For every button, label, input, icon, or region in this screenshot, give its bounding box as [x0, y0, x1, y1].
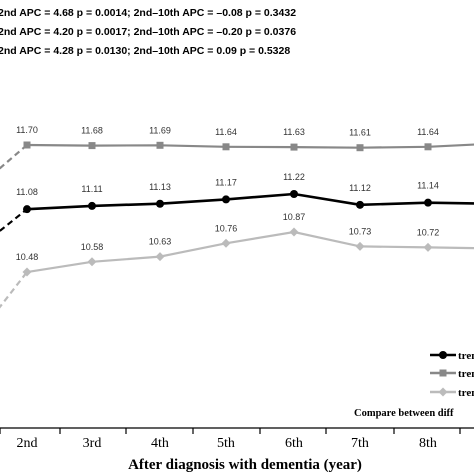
- series-2: 10.48 10.58 10.63 10.76 10.87 10.73 10.72: [0, 212, 474, 309]
- series-0-data-label: 11.70: [16, 125, 38, 135]
- legend-entry: tren: [430, 350, 474, 362]
- series-0-data-label: 11.69: [149, 125, 171, 135]
- series-0-data-label: 11.61: [349, 128, 371, 138]
- legend-label: tren: [458, 368, 474, 380]
- x-tick-label: 4th: [151, 436, 169, 451]
- series-1-data-label: 11.17: [215, 177, 237, 187]
- series-2-point: [221, 238, 231, 248]
- series-0-point: [88, 142, 96, 150]
- legend: tren tren tren: [430, 350, 474, 399]
- series-0-point: [156, 141, 164, 149]
- legend-marker: [439, 351, 447, 359]
- series-2-point: [155, 252, 165, 262]
- series-2-data-label: 10.76: [215, 223, 238, 233]
- series-0-data-label: 11.64: [215, 127, 237, 137]
- series-1-data-label: 11.13: [149, 182, 171, 192]
- legend-label: tren: [458, 387, 474, 399]
- x-tick-label: 6th: [285, 436, 303, 451]
- series-0-point: [222, 143, 230, 151]
- apc-stat-line-3: 2nd APC = 4.28 p = 0.0130; 2nd–10th APC …: [0, 45, 290, 57]
- series-1-data-label: 11.22: [283, 172, 305, 182]
- series-0: 11.70 11.68 11.69 11.64 11.63 11.61 11.64: [0, 125, 474, 170]
- apc-statistics-block: 2nd APC = 4.68 p = 0.0014; 2nd–10th APC …: [0, 7, 296, 57]
- series-2-data-label: 10.73: [349, 226, 372, 236]
- series-2-point: [423, 242, 433, 252]
- series-0-point: [356, 144, 364, 152]
- series-2-point: [22, 267, 32, 277]
- series-1-point: [23, 205, 31, 214]
- series-2-data-label: 10.48: [16, 252, 39, 262]
- series-0-data-label: 11.68: [81, 126, 103, 136]
- series-1-data-label: 11.14: [417, 181, 439, 191]
- series-0-data-label: 11.63: [283, 127, 305, 137]
- legend-entry: tren: [430, 387, 474, 399]
- series-2-point: [289, 227, 299, 237]
- apc-stat-line-1: 2nd APC = 4.68 p = 0.0014; 2nd–10th APC …: [0, 7, 296, 19]
- series-1-point: [88, 201, 96, 210]
- legend-label: tren: [458, 350, 474, 362]
- legend-marker: [438, 387, 448, 397]
- series-0-point: [290, 143, 298, 151]
- series-1-data-label: 11.12: [349, 183, 371, 193]
- series-1-point: [156, 199, 164, 208]
- series-2-data-label: 10.58: [81, 242, 104, 252]
- series-0-line: [26, 143, 474, 149]
- series-0-lead-in-dashed: [0, 144, 28, 170]
- series-1-line: [26, 192, 474, 211]
- plot-area: 11.70 11.68 11.69 11.64 11.63 11.61 11.64 11.08…: [0, 125, 474, 309]
- series-2-data-label: 10.72: [417, 227, 440, 237]
- legend-marker: [439, 369, 447, 377]
- x-tick-label: 5th: [217, 436, 235, 451]
- x-tick-label: 2nd: [17, 436, 38, 451]
- apc-stat-line-2: 2nd APC = 4.20 p = 0.0017; 2nd–10th APC …: [0, 26, 296, 38]
- x-axis-label: After diagnosis with dementia (year): [128, 457, 362, 473]
- series-0-data-label: 11.64: [417, 127, 439, 137]
- series-0-point: [23, 141, 31, 149]
- series-2-data-label: 10.87: [283, 212, 306, 222]
- series-2-point: [87, 257, 97, 267]
- series-0-point: [424, 143, 432, 151]
- comparison-note: Compare between diff: [354, 408, 454, 419]
- series-2-lead-in-dashed: [0, 271, 28, 309]
- series-1-point: [222, 195, 230, 204]
- x-tick-label: 8th: [419, 436, 437, 451]
- legend-entry: tren: [430, 368, 474, 380]
- series-1-point: [424, 198, 432, 207]
- series-1-lead-in-dashed: [0, 208, 28, 233]
- series-2-point: [355, 241, 365, 251]
- series-1-data-label: 11.11: [81, 184, 102, 194]
- series-1-data-label: 11.08: [16, 187, 38, 197]
- x-tick-label: 7th: [351, 436, 369, 451]
- series-1-point: [356, 200, 364, 209]
- x-axis-ticks: 2nd 3rd 4th 5th 6th 7th 8th: [0, 428, 461, 451]
- series-2-line: [26, 230, 474, 274]
- series-1: 11.08 11.11 11.13 11.17 11.22 11.12 11.14: [0, 172, 474, 233]
- series-1-point: [290, 190, 298, 198]
- series-2-data-label: 10.63: [149, 237, 172, 247]
- x-tick-label: 3rd: [83, 436, 102, 451]
